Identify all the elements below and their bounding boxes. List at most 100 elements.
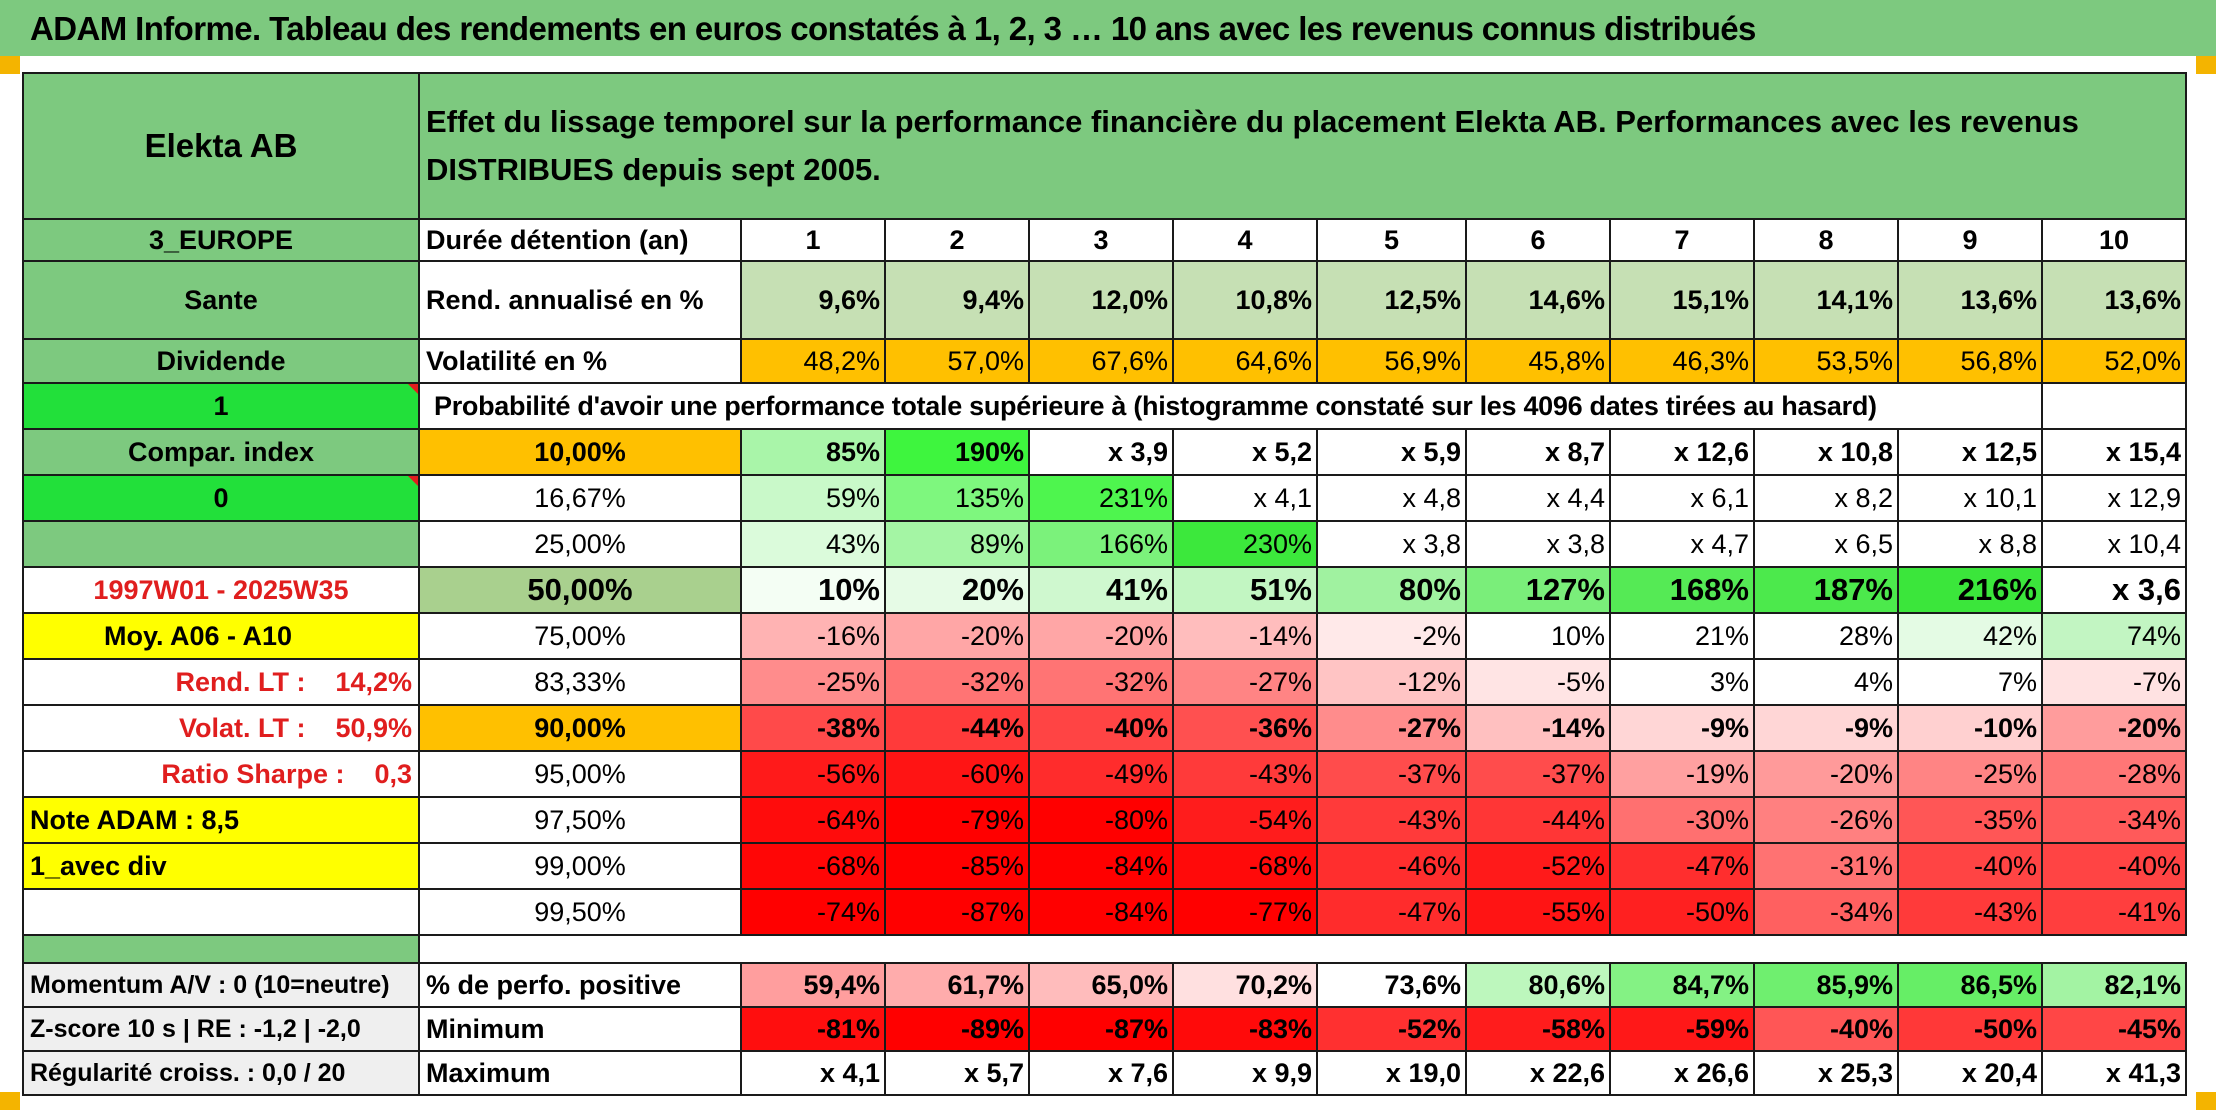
quantile-value: -16% — [740, 612, 886, 660]
quantile-value: -7% — [2041, 658, 2187, 706]
probability-title: Probabilité d'avoir une performance tota… — [418, 382, 2042, 430]
bottom-value: -45% — [2041, 1006, 2187, 1052]
quantile-value: 85% — [740, 428, 886, 476]
corner-marker-left — [0, 56, 20, 74]
quantile-value: 10% — [740, 566, 886, 614]
quantile-value: -80% — [1028, 796, 1174, 844]
quantile-label: 99,50% — [418, 888, 742, 936]
quantile-value: x 12,5 — [1897, 428, 2043, 476]
quantile-value: -12% — [1316, 658, 1467, 706]
quantile-value: -2% — [1316, 612, 1467, 660]
quantile-value: -32% — [1028, 658, 1174, 706]
quantile-value: x 4,1 — [1172, 474, 1318, 522]
year-header: 2 — [884, 218, 1030, 262]
quantile-value: -35% — [1897, 796, 2043, 844]
volatility-value: 67,6% — [1028, 338, 1174, 384]
fund-name-cell: Elekta AB — [22, 72, 420, 220]
quantile-value: -52% — [1465, 842, 1611, 890]
quantile-value: -43% — [1316, 796, 1467, 844]
income-type-cell: Dividende — [22, 338, 420, 384]
volatility-value: 56,9% — [1316, 338, 1467, 384]
quantile-value: -85% — [884, 842, 1030, 890]
bottom-value: 61,7% — [884, 962, 1030, 1008]
quantile-value: -14% — [1465, 704, 1611, 752]
quantile-value: -37% — [1465, 750, 1611, 798]
quantile-value: x 3,8 — [1465, 520, 1611, 568]
bottom-value: -58% — [1465, 1006, 1611, 1052]
quantile-label: 99,00% — [418, 842, 742, 890]
quantile-label: 75,00% — [418, 612, 742, 660]
quantile-value: x 8,2 — [1753, 474, 1899, 522]
return-value: 13,6% — [2041, 260, 2187, 340]
quantile-value: 43% — [740, 520, 886, 568]
quantile-value: -30% — [1609, 796, 1755, 844]
indicator-cell: Momentum A/V : 0 (10=neutre) — [22, 962, 420, 1008]
quantile-value: -20% — [2041, 704, 2187, 752]
bottom-value: x 5,7 — [884, 1050, 1030, 1096]
quantile-value: -41% — [2041, 888, 2187, 936]
quantile-value: 230% — [1172, 520, 1318, 568]
bottom-value: -89% — [884, 1006, 1030, 1052]
quantile-value: x 4,7 — [1609, 520, 1755, 568]
quantile-value: -49% — [1028, 750, 1174, 798]
return-value: 9,6% — [740, 260, 886, 340]
flag-zero-cell: 0 — [22, 474, 420, 522]
sector-cell: Sante — [22, 260, 420, 340]
bottom-value: -81% — [740, 1006, 886, 1052]
return-value: 14,6% — [1465, 260, 1611, 340]
year-header: 3 — [1028, 218, 1174, 262]
quantile-value: -87% — [884, 888, 1030, 936]
quantile-value: -84% — [1028, 888, 1174, 936]
quantile-value: -40% — [1897, 842, 2043, 890]
duration-label: Durée détention (an) — [418, 218, 742, 262]
quantile-value: x 5,9 — [1316, 428, 1467, 476]
quantile-value: -20% — [884, 612, 1030, 660]
year-header: 4 — [1172, 218, 1318, 262]
quantile-value: -47% — [1609, 842, 1755, 890]
quantile-value: -43% — [1172, 750, 1318, 798]
year-header: 9 — [1897, 218, 2043, 262]
quantile-value: -64% — [740, 796, 886, 844]
volatility-value: 48,2% — [740, 338, 886, 384]
quantile-value: x 10,8 — [1753, 428, 1899, 476]
return-value: 13,6% — [1897, 260, 2043, 340]
year-header: 6 — [1465, 218, 1611, 262]
bottom-value: x 25,3 — [1753, 1050, 1899, 1096]
bottom-value: x 20,4 — [1897, 1050, 2043, 1096]
quantile-value: -34% — [1753, 888, 1899, 936]
bottom-value: 85,9% — [1753, 962, 1899, 1008]
quantile-value: -20% — [1753, 750, 1899, 798]
quantile-value: x 6,1 — [1609, 474, 1755, 522]
corner-marker-right — [2196, 56, 2216, 74]
quantile-value: x 3,9 — [1028, 428, 1174, 476]
year-header: 10 — [2041, 218, 2187, 262]
quantile-value: 4% — [1753, 658, 1899, 706]
quantile-value: -27% — [1316, 704, 1467, 752]
long-term-return-cell: Rend. LT : 14,2% — [22, 658, 420, 706]
bottom-row-label: Minimum — [418, 1006, 742, 1052]
quantile-label: 50,00% — [418, 566, 742, 614]
report-title: ADAM Informe. Tableau des rendements en … — [0, 0, 2216, 56]
bottom-value: -83% — [1172, 1006, 1318, 1052]
quantile-value: -36% — [1172, 704, 1318, 752]
quantile-value: x 10,1 — [1897, 474, 2043, 522]
quantile-value: x 4,8 — [1316, 474, 1467, 522]
quantile-value: -54% — [1172, 796, 1318, 844]
sharpe-ratio-cell: Ratio Sharpe : 0,3 — [22, 750, 420, 798]
quantile-value: -43% — [1897, 888, 2043, 936]
quantile-value: -14% — [1172, 612, 1318, 660]
bottom-row-label: % de perfo. positive — [418, 962, 742, 1008]
volatility-value: 45,8% — [1465, 338, 1611, 384]
quantile-label: 95,00% — [418, 750, 742, 798]
volatility-value: 46,3% — [1609, 338, 1755, 384]
average-cell: Moy. A06 - A10 — [22, 612, 420, 660]
bottom-value: 70,2% — [1172, 962, 1318, 1008]
bottom-value: x 9,9 — [1172, 1050, 1318, 1096]
return-value: 14,1% — [1753, 260, 1899, 340]
quantile-value: 7% — [1897, 658, 2043, 706]
quantile-value: -31% — [1753, 842, 1899, 890]
quantile-value: -10% — [1897, 704, 2043, 752]
quantile-value: x 10,4 — [2041, 520, 2187, 568]
quantile-value: -9% — [1753, 704, 1899, 752]
quantile-value: -40% — [1028, 704, 1174, 752]
